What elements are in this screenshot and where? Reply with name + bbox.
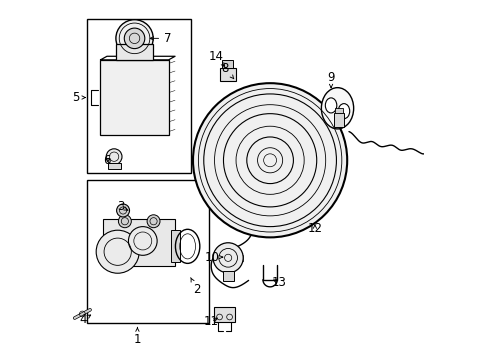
Bar [87,180,209,323]
Bar [223,271,234,281]
Ellipse shape [325,98,337,113]
Text: 7: 7 [150,32,172,45]
Circle shape [96,230,139,273]
Bar [222,60,233,68]
Bar [100,60,169,135]
Circle shape [106,149,122,165]
Ellipse shape [338,104,350,119]
Text: 3: 3 [118,201,128,213]
Circle shape [119,215,131,228]
Circle shape [124,28,145,49]
Text: 11: 11 [203,315,219,328]
Bar [172,230,180,262]
Bar [108,163,121,169]
Circle shape [117,204,129,217]
Bar [116,44,153,60]
Bar [214,307,235,322]
Text: 9: 9 [327,71,335,87]
Bar [334,113,344,127]
Text: 13: 13 [271,276,287,289]
Circle shape [458,150,466,157]
Bar [103,220,175,266]
Text: 10: 10 [204,251,222,264]
Bar [87,19,191,173]
Text: 14: 14 [209,50,224,66]
Text: 2: 2 [191,278,200,296]
Bar [220,68,236,81]
Circle shape [116,20,153,57]
Circle shape [193,83,347,237]
Text: 8: 8 [221,62,234,79]
Text: 6: 6 [103,154,111,167]
Text: 5: 5 [72,91,85,104]
Text: 1: 1 [134,328,141,346]
Text: 12: 12 [307,222,322,235]
Circle shape [213,243,243,273]
Circle shape [147,215,160,228]
Bar [335,108,343,113]
Ellipse shape [321,87,354,129]
Circle shape [128,226,157,255]
Text: 4: 4 [79,313,91,327]
